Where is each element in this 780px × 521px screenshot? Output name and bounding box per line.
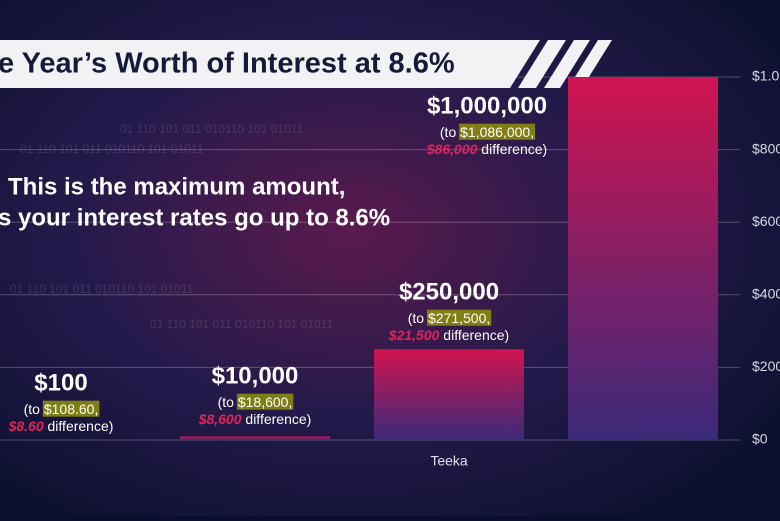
bar [374,349,524,440]
background-code: 01 110 101 011 010110 101 01011 [150,317,334,331]
detail-text: difference) [439,327,509,343]
x-tick-label: Teeka [430,453,468,469]
detail-label: (to $271,500, [408,310,491,326]
detail-text: (to [408,310,428,326]
new-amount: $1,086,000, [460,124,534,140]
detail-text: difference) [44,418,114,434]
y-tick-label: $800 [752,140,780,156]
difference: $8.60 [8,418,44,434]
background-code: 01 110 101 011 010110 101 01011 [10,282,194,296]
detail-label: (to $108.60, [24,401,99,417]
detail-text: (to [24,401,44,417]
difference: $86,000 [426,141,478,157]
detail-label: (to $1,086,000, [440,124,534,140]
detail-text: (to [218,394,238,410]
difference: $8,600 [198,411,242,427]
bar [180,436,330,440]
y-tick-label: $400 [752,286,780,302]
amount-label: $1,000,000 [427,92,547,119]
callout: This is the maximum amount, [8,173,345,200]
detail-text: difference) [477,141,547,157]
detail-label: $8.60 difference) [8,418,114,434]
detail-label: $86,000 difference) [426,141,547,157]
amount-label: $100 [34,369,87,396]
amount-label: $10,000 [212,362,299,389]
new-amount: $108.60, [44,401,99,417]
y-tick-label: $1.0 [752,68,779,84]
callout: s your interest rates go up to 8.6% [0,204,390,231]
new-amount: $18,600, [238,394,293,410]
y-tick-label: $200 [752,358,780,374]
detail-text: (to [440,124,460,140]
y-tick-label: $600 [752,213,780,229]
difference: $21,500 [388,327,440,343]
background-code: 01 110 101 011 010110 101 01011 [120,122,304,136]
detail-label: $21,500 difference) [388,327,509,343]
new-amount: $271,500, [428,310,490,326]
y-tick-label: $0 [752,431,768,447]
bar [568,77,718,440]
amount-label: $250,000 [399,278,499,305]
chart-title: e Year’s Worth of Interest at 8.6% [0,48,455,80]
detail-text: difference) [242,411,312,427]
detail-label: (to $18,600, [218,394,293,410]
detail-label: $8,600 difference) [198,411,312,427]
